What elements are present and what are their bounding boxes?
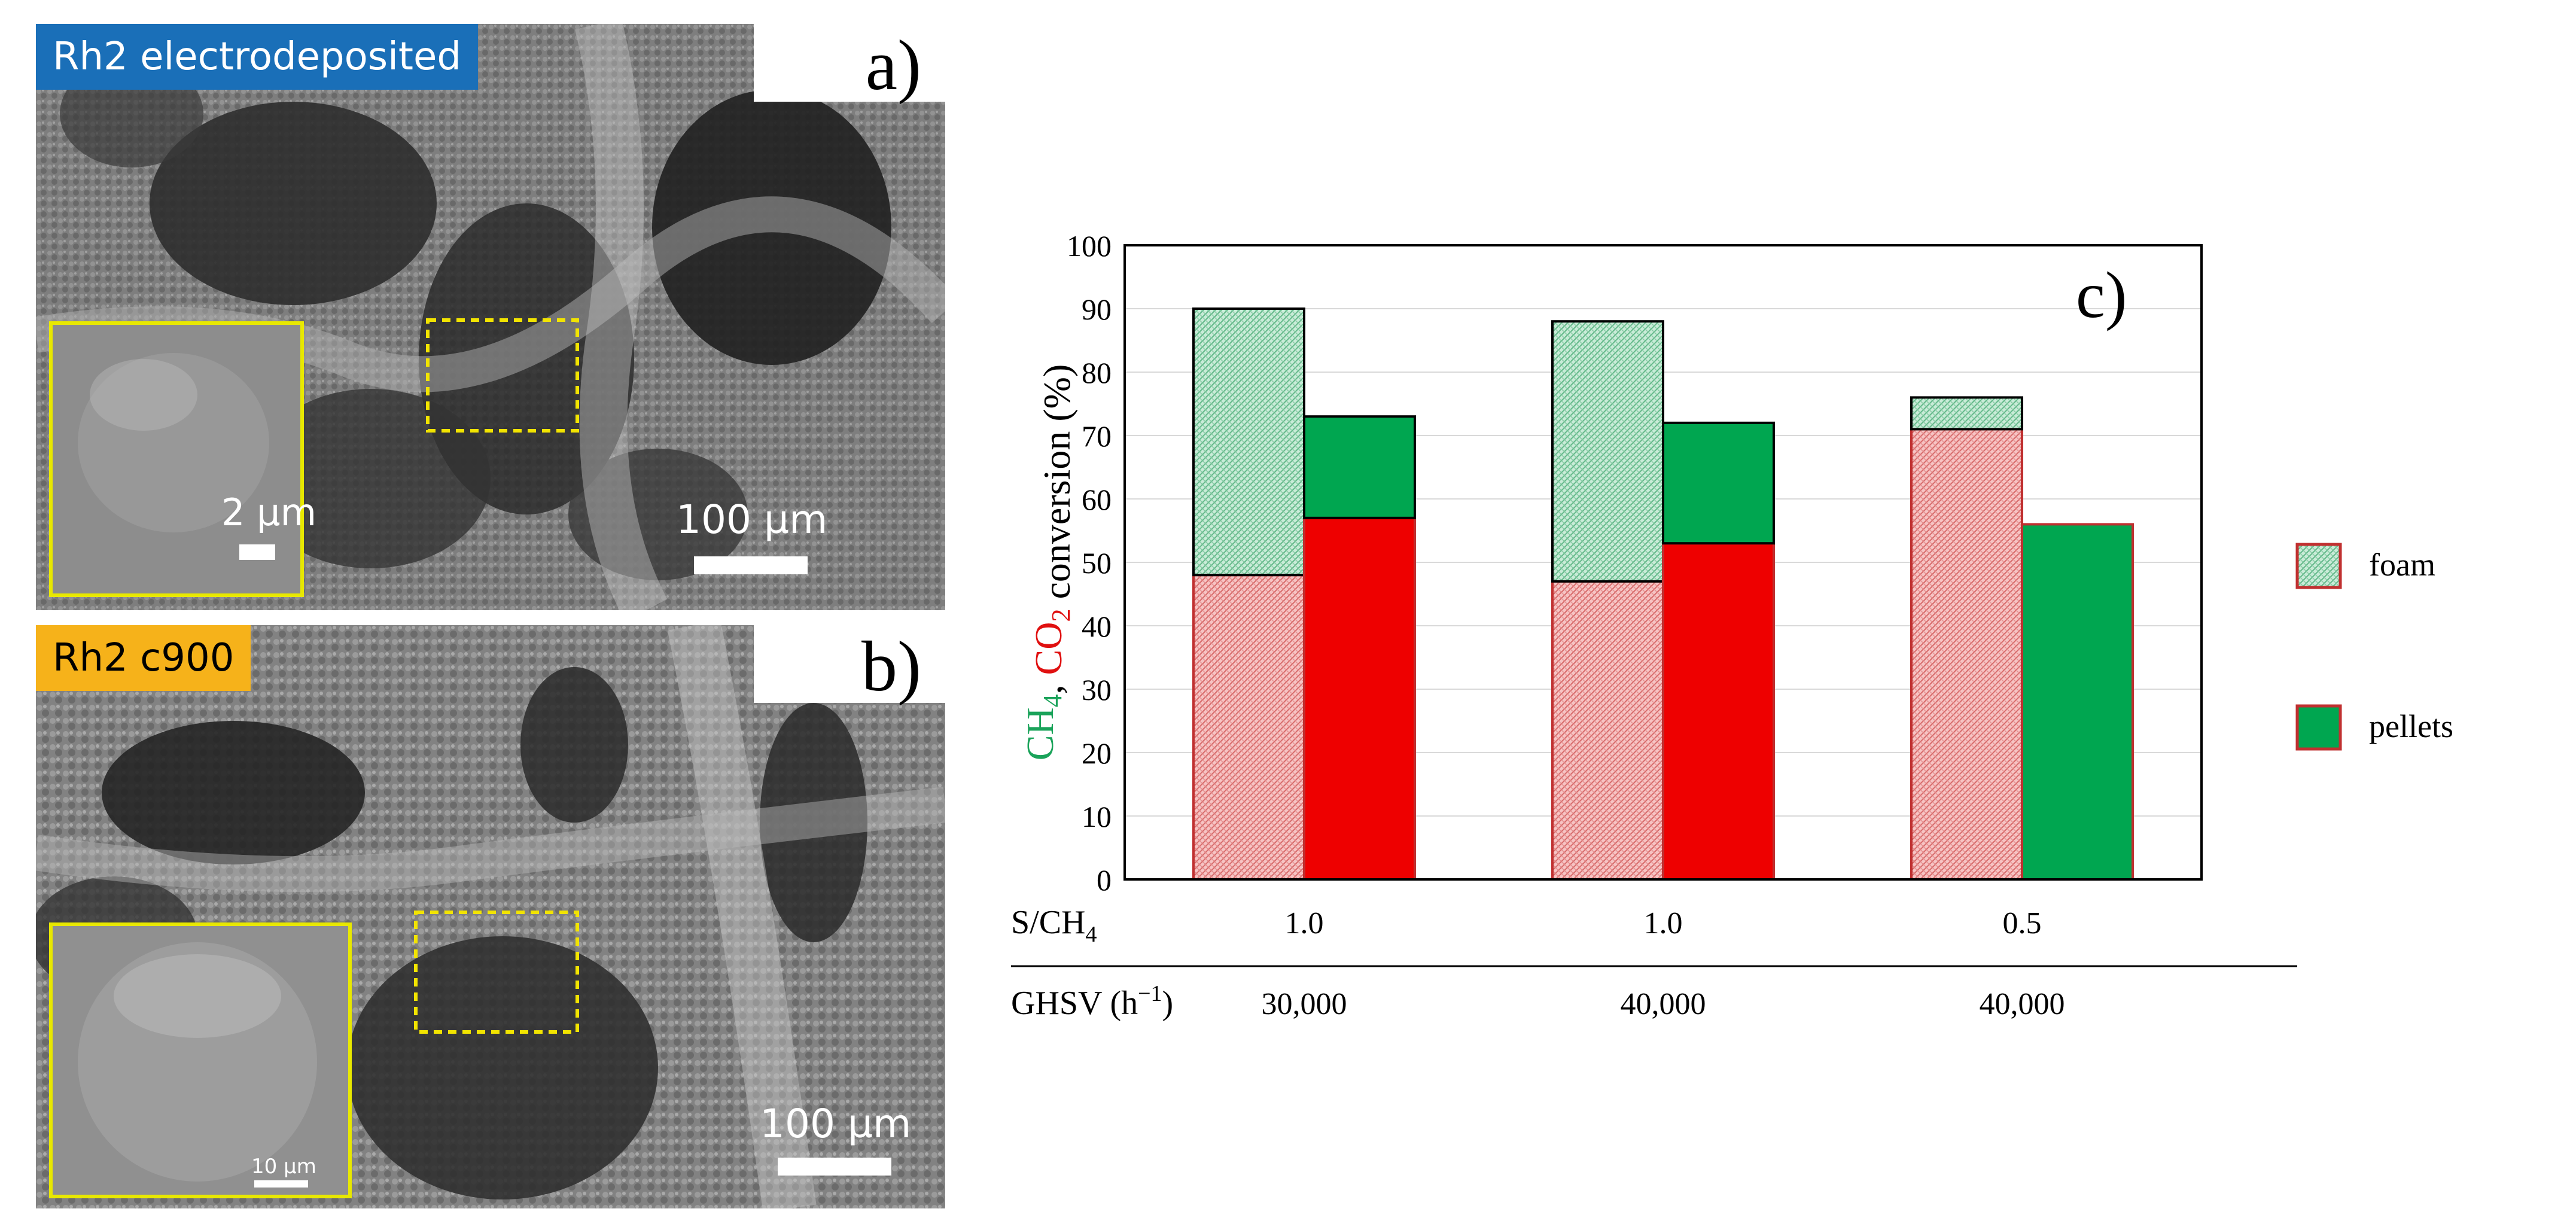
panel-b-tag-text: Rh2 c900 <box>53 636 235 680</box>
row-value: 30,000 <box>1262 987 1347 1021</box>
panel-a-tag: Rh2 electrodeposited <box>36 24 478 90</box>
conversion-chart: 0 10 20 30 40 50 60 70 80 90 100 c) CH4, CO2 convers… <box>1011 229 2566 1083</box>
row-value: 40,000 <box>1621 987 1706 1021</box>
panel-a-letter-bg <box>754 24 945 102</box>
bar-foam-co2 <box>1551 580 1664 881</box>
bar-pellets-co2 <box>1662 542 1775 881</box>
conversion-chart-svg: 0 10 20 30 40 50 60 70 80 90 100 c) CH4, CO2 convers… <box>1011 229 2453 1022</box>
y-tick-label: 70 <box>1082 419 1112 453</box>
y-tick-label: 0 <box>1097 863 1112 897</box>
panel-a-inset-scale-bar <box>239 544 275 560</box>
bar-pellets-ch4 <box>1662 421 1775 545</box>
row-value: 40,000 <box>1980 987 2065 1021</box>
plot-frame <box>1123 244 2203 881</box>
legend-swatch-pellets <box>2295 704 2342 751</box>
y-tick-label: 10 <box>1082 800 1112 833</box>
panel-b-scale-label: 100 µm <box>760 1101 912 1147</box>
y-axis-label: CH4, CO2 conversion (%) <box>1019 364 1078 761</box>
panel-b-inset-scale-label: 10 µm <box>251 1155 316 1179</box>
panel-b-letter: b) <box>861 626 921 706</box>
panel-a-scale-bar <box>694 556 808 574</box>
y-tick-label: 100 <box>1067 233 1112 263</box>
sem-image-a <box>36 24 945 610</box>
row-value: 1.0 <box>1285 906 1324 940</box>
sem-image-b <box>36 625 945 1208</box>
y-tick-label: 90 <box>1082 293 1112 326</box>
y-tick-label: 30 <box>1082 673 1112 707</box>
panel-c-letter: c) <box>2076 258 2127 331</box>
y-tick-label: 40 <box>1082 610 1112 643</box>
panel-b-tag: Rh2 c900 <box>36 625 251 691</box>
legend-swatch-foam <box>2295 543 2342 589</box>
legend-label-foam: foam <box>2369 547 2435 583</box>
row-value: 0.5 <box>2003 906 2042 940</box>
y-tick-label: 80 <box>1082 356 1112 389</box>
y-tick-label: 60 <box>1082 483 1112 516</box>
bar-pellets-ch4 <box>1303 415 1416 519</box>
legend-label-pellets: pellets <box>2369 708 2453 744</box>
y-tick-label: 50 <box>1082 546 1112 580</box>
panel-a-scale-label: 100 µm <box>676 497 828 543</box>
bar-foam-co2 <box>1192 574 1305 881</box>
bar-foam-ch4 <box>1910 396 2023 431</box>
row-value: 1.0 <box>1644 906 1683 940</box>
sem-panel-a: Rh2 electrodeposited a) 2 µm 100 µm <box>36 24 945 610</box>
bar-foam-ch4 <box>1192 307 1305 577</box>
panel-b-inset-scale-bar <box>254 1180 308 1188</box>
bar-foam-ch4 <box>1551 320 1664 583</box>
row-label: GHSV (h−1) <box>1011 981 1173 1022</box>
panel-b-scale-bar <box>778 1158 891 1176</box>
bar-pellets-ch4 <box>2021 523 2134 881</box>
panel-b-letter-bg <box>754 625 945 703</box>
panel-a-tag-text: Rh2 electrodeposited <box>53 35 461 79</box>
row-label: S/CH4 <box>1011 904 1097 947</box>
bar-foam-co2 <box>1910 428 2023 881</box>
bar-pellets-co2 <box>1303 516 1416 881</box>
panel-a-inset-scale-label: 2 µm <box>221 491 316 534</box>
panel-a-letter: a) <box>865 25 921 105</box>
y-tick-label: 20 <box>1082 736 1112 770</box>
sem-panel-b: Rh2 c900 b) 10 µm 100 µm <box>36 625 945 1208</box>
